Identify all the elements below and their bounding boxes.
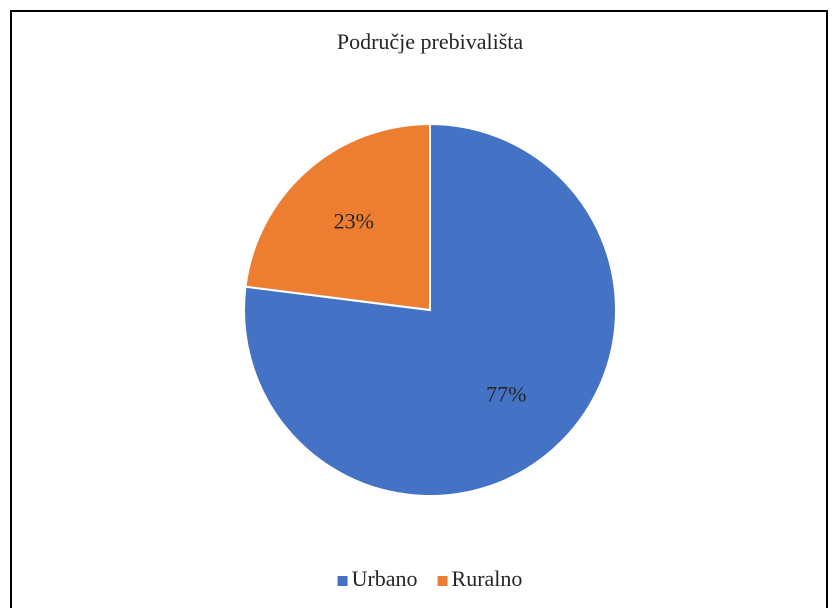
data-label: 77% — [486, 382, 526, 407]
data-label: 23% — [334, 209, 374, 234]
legend-label: Urbano — [352, 566, 418, 591]
chart-title: Područje prebivališta — [337, 29, 524, 54]
legend-label: Ruralno — [452, 566, 523, 591]
pie-slice — [244, 122, 431, 312]
legend-swatch — [437, 576, 448, 586]
legend-swatch — [337, 576, 348, 586]
